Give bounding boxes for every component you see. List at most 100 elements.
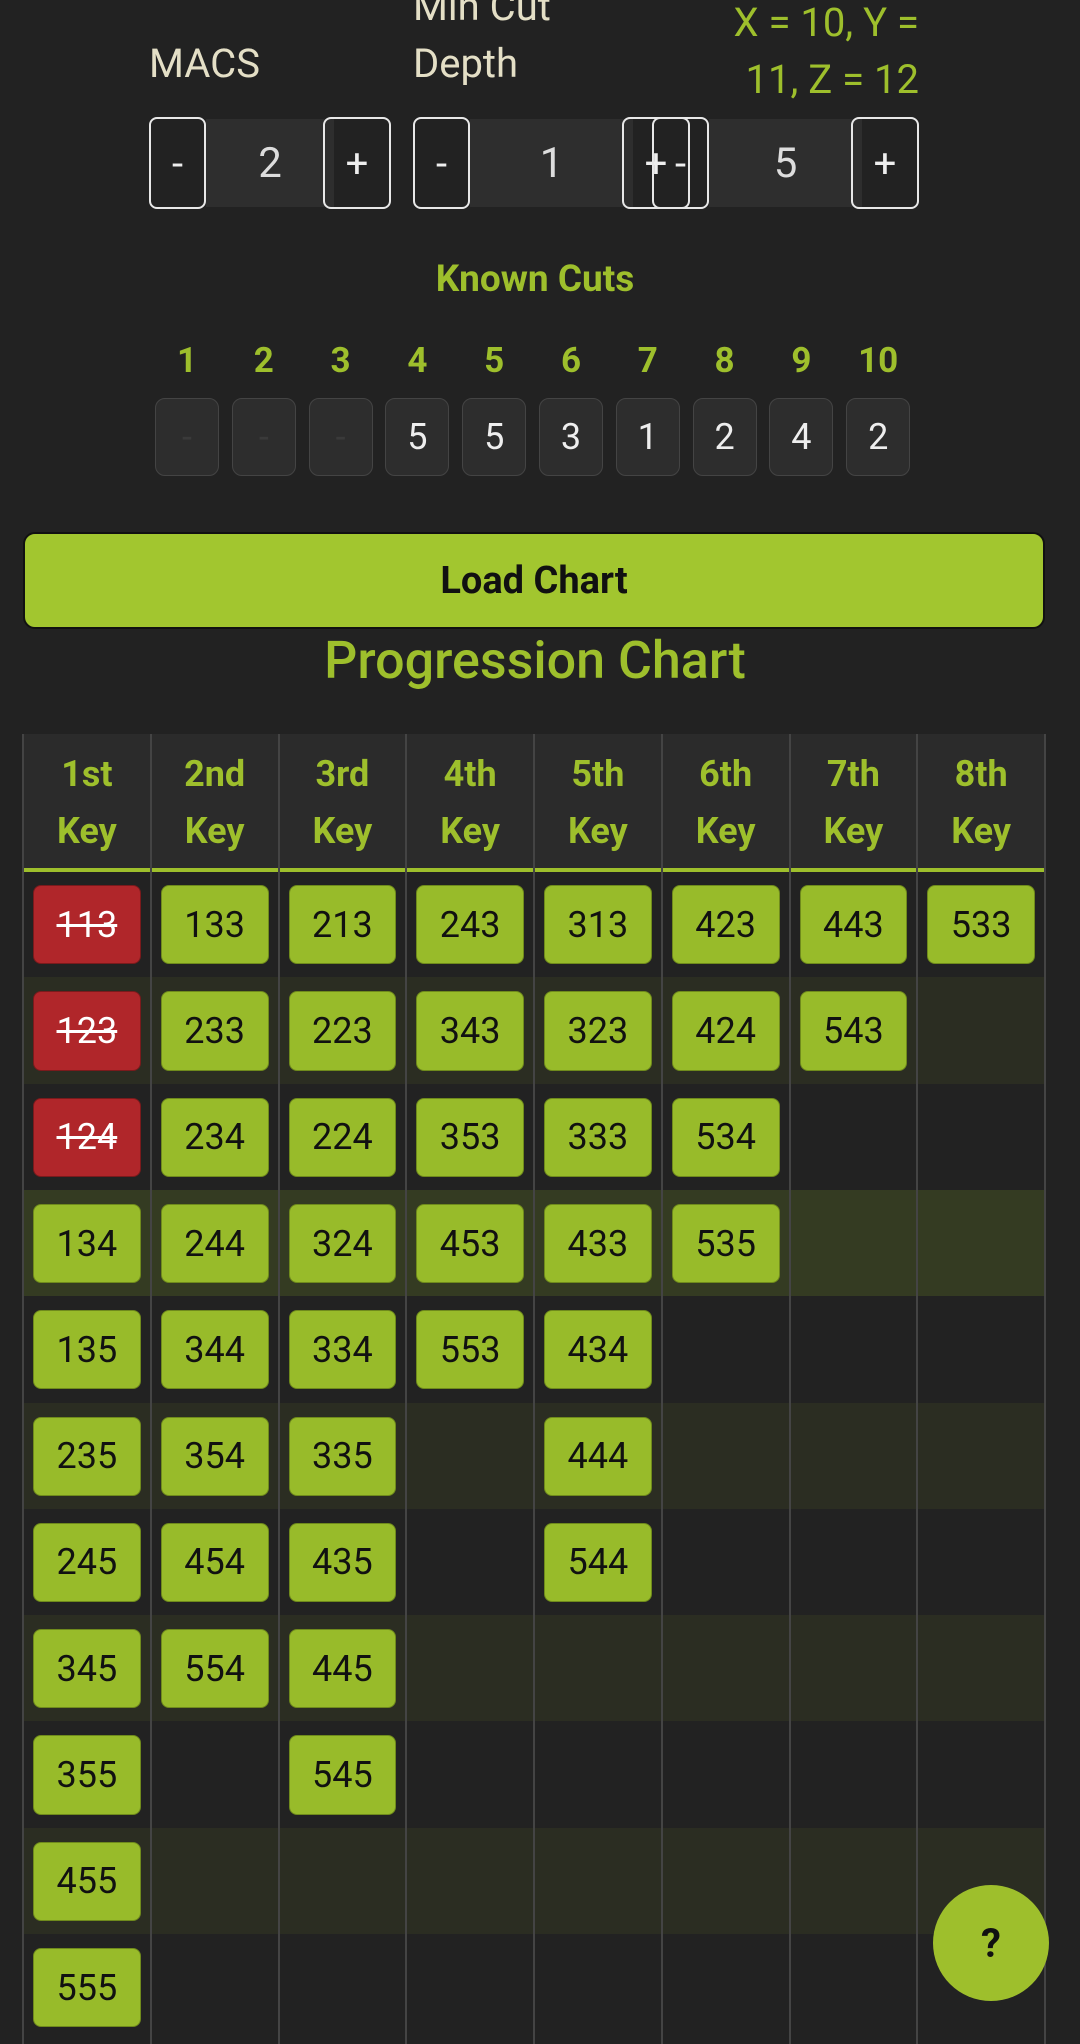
cut-input[interactable]: -: [308, 398, 373, 476]
key-cell[interactable]: 424: [671, 991, 780, 1071]
key-cell[interactable]: 235: [33, 1416, 141, 1496]
key-cell[interactable]: 554: [160, 1629, 269, 1709]
key-cell[interactable]: 313: [544, 885, 652, 965]
key-cell[interactable]: 355: [33, 1735, 141, 1815]
column-border: [533, 734, 535, 2044]
key-cell[interactable]: 544: [544, 1522, 652, 1603]
cut-position: 3: [330, 340, 351, 381]
key-cell[interactable]: 345: [33, 1629, 141, 1709]
plus-button[interactable]: +: [323, 117, 391, 209]
cut-input[interactable]: -: [155, 398, 219, 476]
column-border: [22, 734, 24, 2044]
key-cell[interactable]: 123: [33, 991, 141, 1071]
plus-button[interactable]: +: [851, 117, 919, 209]
key-cell[interactable]: 124: [33, 1097, 141, 1177]
key-cell[interactable]: 244: [160, 1203, 269, 1284]
column-header: 7th Key: [823, 752, 884, 852]
column-header: 8th Key: [951, 752, 1011, 852]
key-cell[interactable]: 443: [799, 885, 908, 965]
key-cell[interactable]: 533: [927, 885, 1035, 965]
stepper-value: 1: [470, 119, 633, 207]
minus-button[interactable]: -: [149, 117, 206, 209]
key-cell[interactable]: 433: [544, 1203, 652, 1284]
column-header: 3rd Key: [312, 752, 373, 852]
key-cell[interactable]: 444: [544, 1416, 652, 1496]
cut-position: 9: [791, 340, 812, 381]
key-cell[interactable]: 343: [416, 991, 524, 1071]
column-border: [660, 734, 663, 2044]
cut-position: 5: [484, 340, 505, 381]
cut-input[interactable]: 1: [615, 398, 680, 476]
cut-position: 2: [253, 340, 274, 381]
column-border: [1044, 734, 1046, 2044]
key-cell[interactable]: 455: [33, 1841, 141, 1921]
key-cell[interactable]: 435: [288, 1522, 397, 1603]
key-cell[interactable]: 354: [160, 1416, 269, 1496]
key-cell[interactable]: 224: [288, 1097, 397, 1177]
key-cell[interactable]: 453: [416, 1203, 524, 1284]
cut-input[interactable]: 4: [769, 398, 834, 476]
cut-input[interactable]: 2: [846, 398, 911, 476]
key-cell[interactable]: 553: [416, 1310, 524, 1390]
column-header: 6th Key: [695, 752, 756, 852]
column-header: 4th Key: [440, 752, 500, 852]
key-cell[interactable]: 454: [160, 1522, 269, 1603]
cut-position: 8: [714, 340, 735, 381]
key-cell[interactable]: 113: [33, 885, 141, 965]
cut-input[interactable]: 3: [539, 398, 603, 476]
key-cell[interactable]: 545: [288, 1735, 397, 1815]
key-cell[interactable]: 213: [288, 885, 397, 965]
minus-button[interactable]: -: [652, 117, 709, 209]
minus-button[interactable]: -: [413, 117, 470, 209]
key-cell[interactable]: 333: [544, 1097, 652, 1177]
key-cell[interactable]: 434: [544, 1310, 652, 1390]
help-button[interactable]: ?: [933, 1885, 1049, 2001]
key-cell[interactable]: 233: [160, 991, 269, 1071]
control-label: MACS: [149, 40, 260, 87]
key-cell[interactable]: 353: [416, 1097, 524, 1177]
column-border: [149, 734, 152, 2044]
key-cell[interactable]: 423: [671, 885, 780, 965]
key-cell[interactable]: 135: [33, 1310, 141, 1390]
key-cell[interactable]: 324: [288, 1203, 397, 1284]
stepper-value: 5: [709, 119, 862, 207]
column-header: 1st Key: [56, 752, 117, 852]
column-border: [405, 734, 408, 2044]
key-cell[interactable]: 323: [544, 991, 652, 1071]
cut-position: 7: [637, 340, 658, 381]
control-label: X = 10, Y = 11, Z = 12: [733, 0, 919, 103]
key-cell[interactable]: 344: [160, 1310, 269, 1390]
key-cell[interactable]: 535: [671, 1203, 780, 1284]
cut-input[interactable]: 5: [385, 398, 450, 476]
stepper-value: 2: [206, 119, 334, 207]
key-cell[interactable]: 133: [160, 885, 269, 965]
key-cell[interactable]: 223: [288, 991, 397, 1071]
column-header: 5th Key: [567, 752, 628, 852]
progression-title: Progression Chart: [324, 630, 746, 691]
cut-position: 4: [407, 340, 428, 381]
column-border: [788, 734, 791, 2044]
cut-input[interactable]: 2: [692, 398, 757, 476]
key-cell[interactable]: 245: [33, 1522, 141, 1603]
known-cuts-title: Known Cuts: [435, 258, 635, 301]
key-cell[interactable]: 534: [671, 1097, 780, 1177]
key-cell[interactable]: 543: [799, 991, 908, 1071]
key-cell[interactable]: 445: [288, 1629, 397, 1709]
key-cell[interactable]: 134: [33, 1203, 141, 1284]
key-cell[interactable]: 334: [288, 1310, 397, 1390]
key-cell[interactable]: 335: [288, 1416, 397, 1496]
cut-position: 6: [560, 340, 582, 381]
cut-input[interactable]: -: [231, 398, 296, 476]
key-cell[interactable]: 555: [33, 1948, 141, 2028]
column-header: 2nd Key: [184, 752, 246, 852]
column-border: [916, 734, 919, 2044]
control-label: Min Cut Depth: [413, 0, 551, 87]
key-cell[interactable]: 243: [416, 885, 524, 965]
cut-position: 1: [176, 340, 198, 381]
key-cell[interactable]: 234: [160, 1097, 269, 1177]
load-chart-button[interactable]: Load Chart: [23, 532, 1045, 629]
cut-position: 10: [858, 340, 899, 381]
cut-input[interactable]: 5: [462, 398, 527, 476]
